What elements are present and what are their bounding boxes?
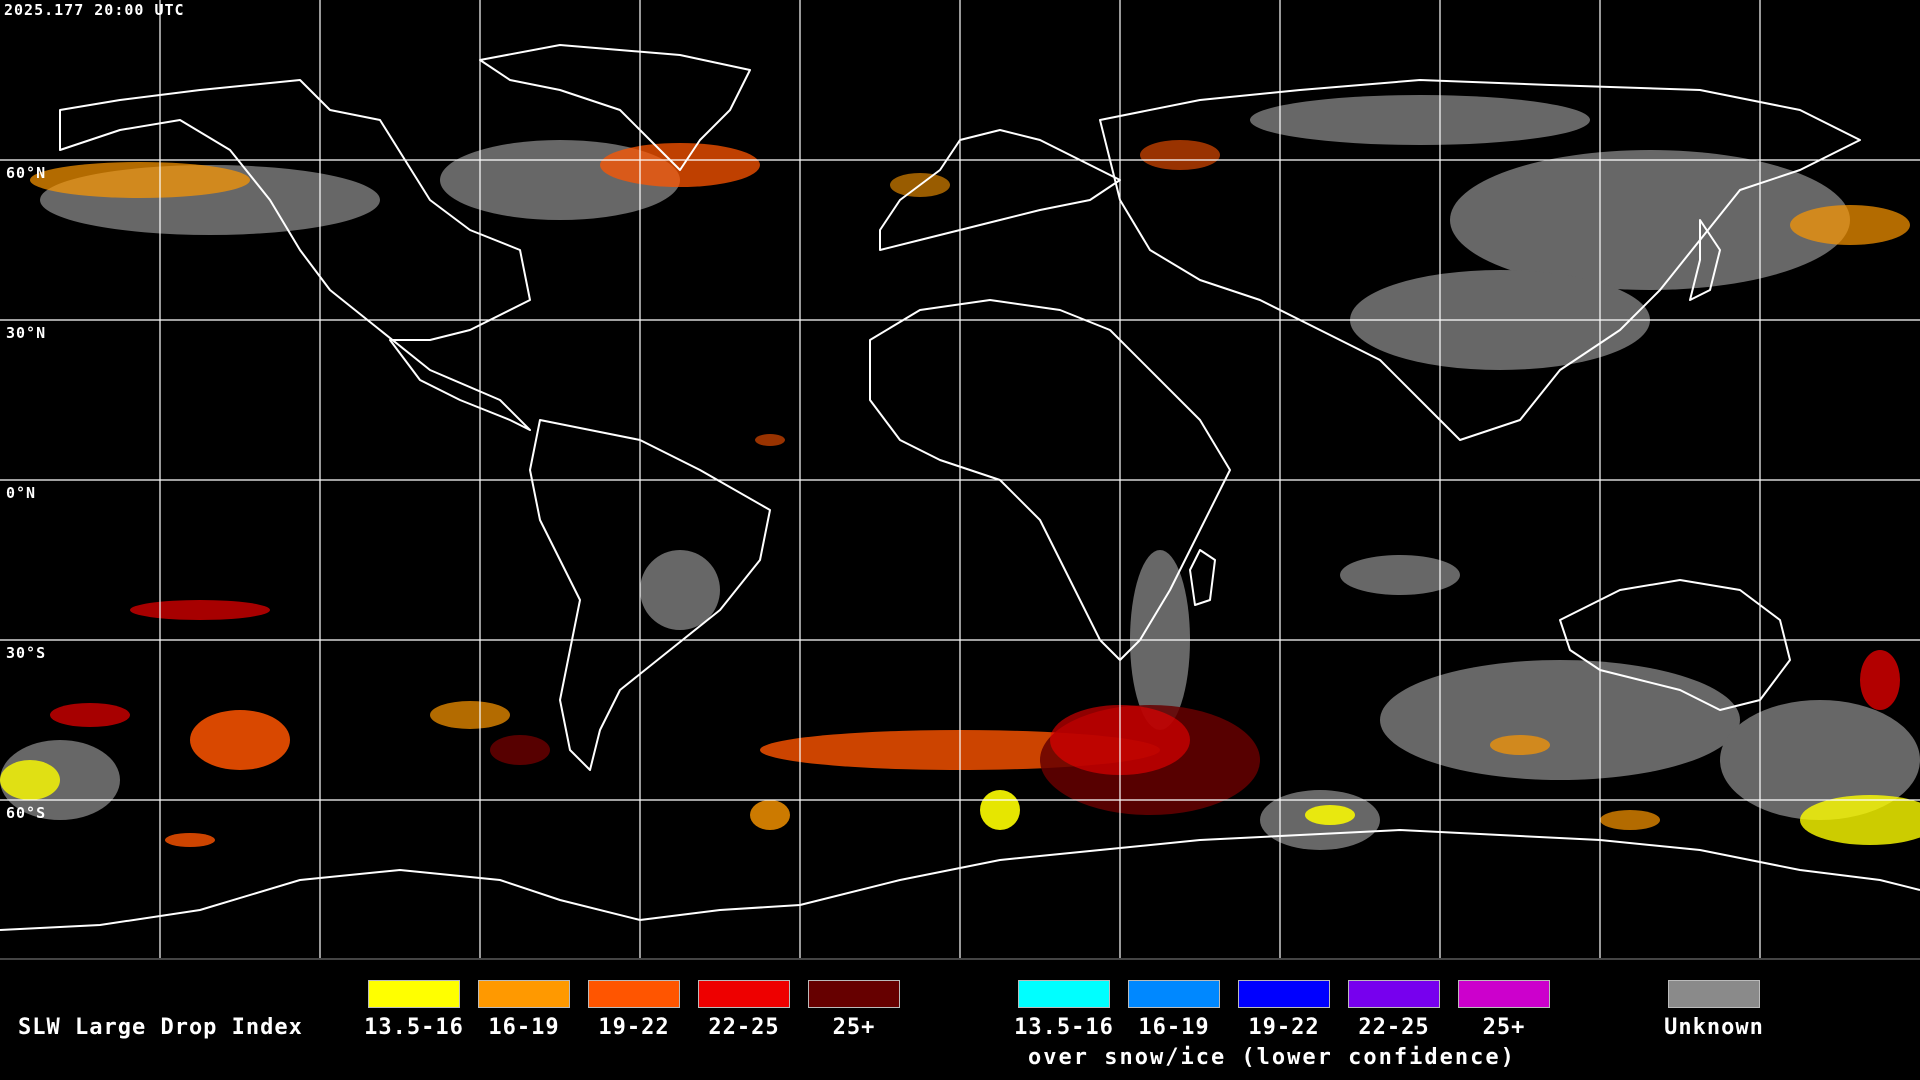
map-panel: 2025.177 20:00 UTC 60°N 30°N 0°N 30°S 60… xyxy=(0,0,1920,958)
legend-swatch-snow-16-19 xyxy=(1128,980,1220,1008)
legend-label-snow-16-19: 16-19 xyxy=(1138,1015,1210,1040)
lat-lon-grid xyxy=(0,0,1920,958)
legend-swatch-snow-25plus xyxy=(1458,980,1550,1008)
legend-label-liquid-19-22: 19-22 xyxy=(598,1015,670,1040)
coastline-antarctica xyxy=(0,829,1920,931)
legend-swatch-snow-13-16 xyxy=(1018,980,1110,1008)
legend-swatch-liquid-13-16 xyxy=(368,980,460,1008)
legend-label-liquid-25plus: 25+ xyxy=(832,1015,876,1040)
legend-swatch-liquid-19-22 xyxy=(588,980,680,1008)
legend-swatch-snow-19-22 xyxy=(1238,980,1330,1008)
legend-label-liquid-13-16: 13.5-16 xyxy=(364,1015,464,1040)
lat-label-0n: 0°N xyxy=(6,484,37,502)
legend-swatch-liquid-16-19 xyxy=(478,980,570,1008)
lat-label-30n: 30°N xyxy=(6,324,47,342)
lat-label-60s: 60°S xyxy=(6,804,47,822)
timestamp-label: 2025.177 20:00 UTC xyxy=(4,1,185,19)
legend-label-snow-19-22: 19-22 xyxy=(1248,1015,1320,1040)
coastline-asia xyxy=(1099,79,1861,441)
coastline-south-america xyxy=(529,419,771,771)
coastline-madagascar xyxy=(1189,549,1216,606)
legend-label-liquid-16-19: 16-19 xyxy=(488,1015,560,1040)
legend-swatch-liquid-25plus xyxy=(808,980,900,1008)
lat-label-30s: 30°S xyxy=(6,644,47,662)
coastline-greenland xyxy=(479,44,751,171)
legend-swatch-unknown xyxy=(1668,980,1760,1008)
lat-label-60n: 60°N xyxy=(6,164,47,182)
legend-title: SLW Large Drop Index xyxy=(18,1015,303,1040)
legend-label-liquid-22-25: 22-25 xyxy=(708,1015,780,1040)
legend-label-snow-22-25: 22-25 xyxy=(1358,1015,1430,1040)
snow-ice-caption: over snow/ice (lower confidence) xyxy=(1028,1045,1516,1070)
coastline-japan xyxy=(1689,219,1721,301)
legend-bar: SLW Large Drop Index 13.5-16 16-19 19-22… xyxy=(0,958,1920,1080)
legend-label-unknown: Unknown xyxy=(1664,1015,1764,1040)
legend-swatch-liquid-22-25 xyxy=(698,980,790,1008)
legend-label-snow-13-16: 13.5-16 xyxy=(1014,1015,1114,1040)
legend-swatch-snow-22-25 xyxy=(1348,980,1440,1008)
coastline-north-america xyxy=(59,79,531,431)
world-map xyxy=(0,0,1920,958)
coastline-africa xyxy=(869,299,1231,661)
legend-label-snow-25plus: 25+ xyxy=(1482,1015,1526,1040)
